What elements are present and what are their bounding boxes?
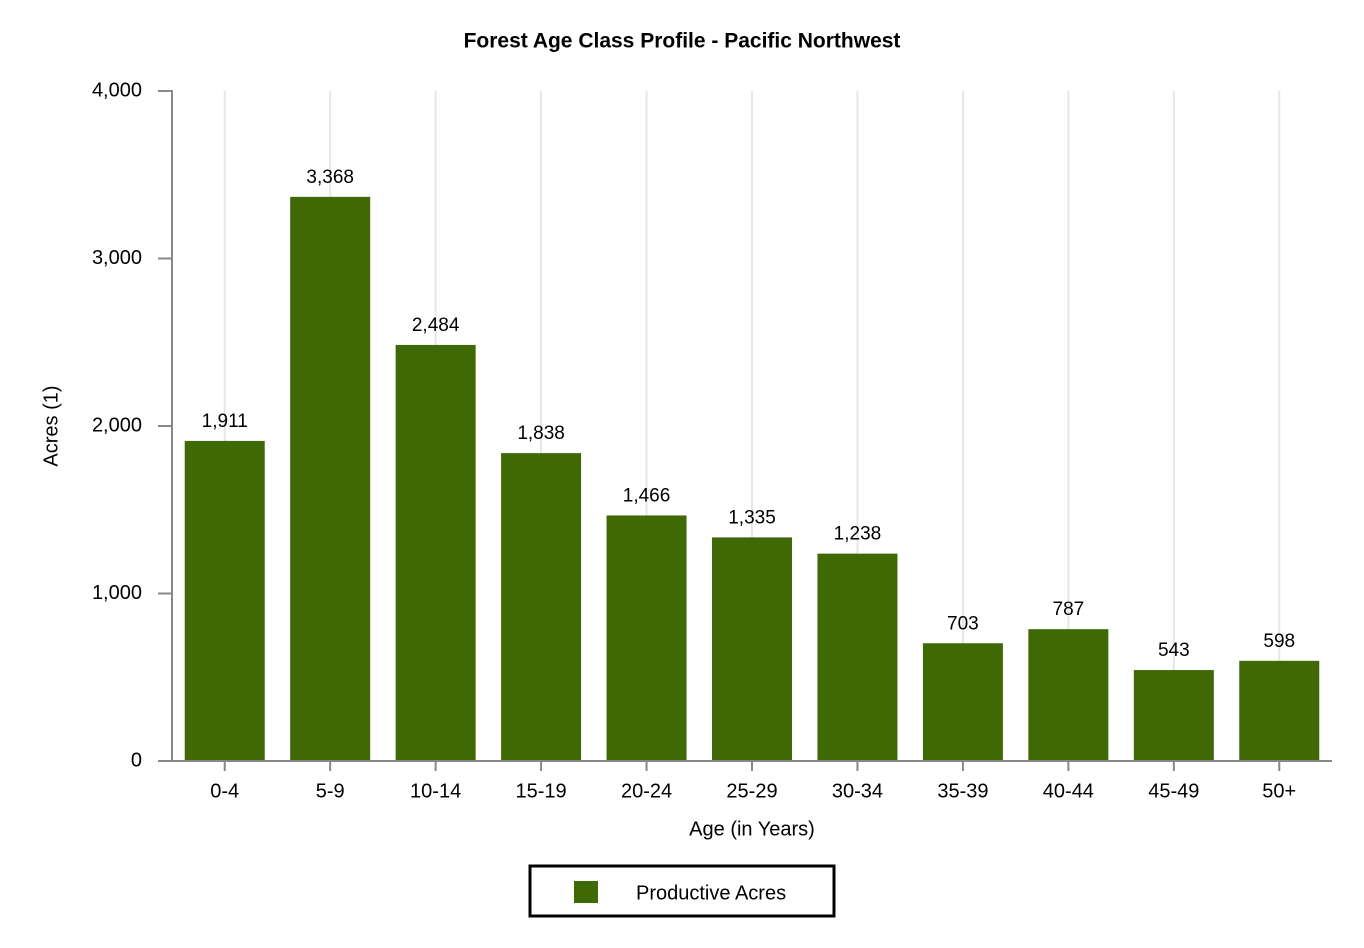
x-tick-label: 35-39 [937,780,988,802]
bar [290,196,371,762]
value-label: 543 [1158,640,1190,661]
x-tick-label: 40-44 [1043,780,1094,802]
bar [395,344,476,761]
value-label: 1,911 [202,411,248,432]
bar [1028,629,1109,761]
y-tick-label: 3,000 [92,247,142,269]
bar [1133,670,1214,761]
x-axis-label: Age (in Years) [689,818,815,840]
legend-swatch [574,881,598,903]
value-label: 1,838 [517,423,565,444]
bar [817,553,898,761]
value-label: 1,466 [623,485,671,506]
bar [606,515,687,761]
x-tick-label: 20-24 [621,780,672,802]
x-tick-label: 0-4 [210,780,239,802]
value-label: 703 [947,613,979,634]
value-label: 787 [1053,599,1085,620]
bar [501,453,582,761]
chart-title: Forest Age Class Profile - Pacific North… [464,30,901,53]
value-label: 1,335 [728,507,776,528]
y-tick-label: 2,000 [92,414,142,436]
y-tick-label: 4,000 [92,79,142,101]
y-tick-label: 0 [131,749,142,771]
bars [184,196,1320,762]
bar [184,440,265,761]
bar [712,537,792,761]
value-label: 1,238 [834,524,882,545]
x-tick-label: 10-14 [410,780,461,802]
x-tick-label: 5-9 [316,780,345,802]
x-tick-label: 45-49 [1148,780,1199,802]
bar [922,643,1003,761]
x-tick-label: 25-29 [726,780,777,802]
value-label: 598 [1263,631,1295,652]
x-tick-label: 30-34 [832,780,883,802]
value-label: 3,368 [306,167,354,188]
x-tick-label: 50+ [1262,780,1296,802]
y-tick-label: 1,000 [92,582,142,604]
y-axis-label: Acres (1) [40,385,62,466]
value-label: 2,484 [412,315,460,336]
legend-label: Productive Acres [636,882,786,904]
x-tick-label: 15-19 [516,780,567,802]
bar [1239,660,1320,761]
